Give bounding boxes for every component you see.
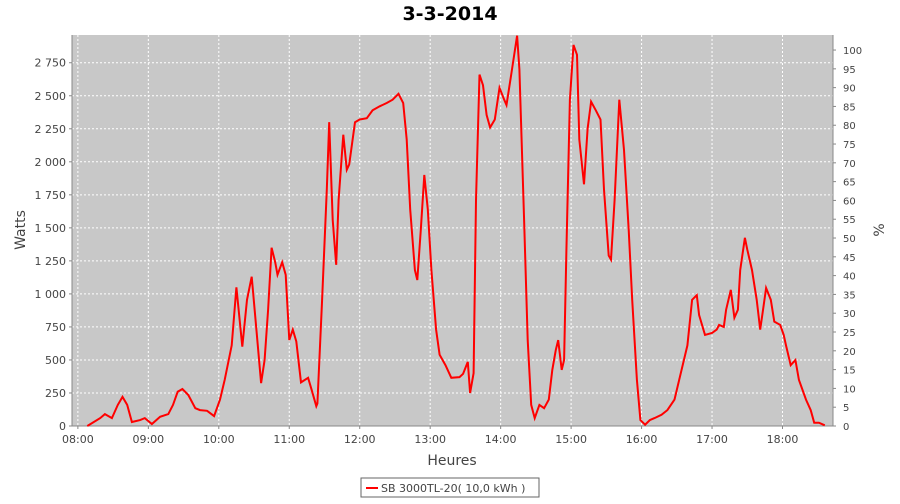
data-line	[86, 35, 826, 427]
x-tick-label: 17:00	[696, 433, 728, 446]
y-tick-label: 1 000	[35, 288, 67, 301]
y2-tick-label: 60	[843, 196, 856, 207]
y-tick-label: 250	[45, 387, 66, 400]
y2-tick-label: 90	[843, 84, 856, 95]
y2-tick-label: 5	[843, 403, 849, 414]
y2-tick-label: 65	[843, 178, 856, 189]
x-tick-label: 10:00	[203, 433, 235, 446]
y2-tick-label: 70	[843, 159, 856, 170]
y2-tick-label: 40	[843, 272, 856, 283]
y2-tick-label: 25	[843, 328, 856, 339]
y-tick-label: 1 250	[35, 255, 67, 268]
x-tick-label: 16:00	[626, 433, 658, 446]
x-tick-label: 18:00	[767, 433, 799, 446]
y2-tick-label: 55	[843, 215, 856, 226]
y2-tick-label: 45	[843, 253, 856, 264]
y-tick-label: 1 500	[35, 222, 67, 235]
x-tick-label: 14:00	[485, 433, 517, 446]
y2-tick-label: 15	[843, 366, 856, 377]
x-axis-title: Heures	[427, 453, 476, 469]
legend-label: SB 3000TL-20( 10,0 kWh )	[381, 482, 525, 495]
y2-tick-label: 10	[843, 384, 856, 395]
y2-tick-label: 50	[843, 234, 856, 245]
y-tick-label: 2 250	[35, 123, 67, 136]
x-tick-label: 13:00	[414, 433, 446, 446]
x-tick-label: 15:00	[555, 433, 587, 446]
y-tick-label: 2 500	[35, 90, 67, 103]
y-tick-label: 0	[59, 420, 66, 433]
x-tick-label: 11:00	[273, 433, 305, 446]
y2-tick-label: 35	[843, 290, 856, 301]
x-tick-label: 12:00	[344, 433, 376, 446]
y2-tick-label: 95	[843, 65, 856, 76]
y-tick-label: 750	[45, 321, 66, 334]
y-axis-title: Watts	[13, 210, 29, 250]
y2-tick-label: 80	[843, 121, 856, 132]
y2-tick-label: 20	[843, 347, 856, 358]
x-tick-label: 09:00	[132, 433, 164, 446]
y-tick-label: 2 000	[35, 156, 67, 169]
y2-tick-label: 85	[843, 102, 856, 113]
x-tick-label: 08:00	[62, 433, 94, 446]
y-tick-label: 1 750	[35, 189, 67, 202]
y2-tick-label: 75	[843, 140, 856, 151]
y-tick-label: 500	[45, 354, 66, 367]
legend-box	[360, 477, 540, 498]
plot-area	[72, 35, 833, 426]
y2-axis-title: %	[872, 223, 888, 236]
y-tick-label: 2 750	[35, 57, 67, 70]
y2-tick-label: 100	[843, 46, 862, 57]
chart-title: 3-3-2014	[402, 3, 497, 25]
y2-tick-label: 0	[843, 422, 849, 433]
y2-tick-label: 30	[843, 309, 856, 320]
